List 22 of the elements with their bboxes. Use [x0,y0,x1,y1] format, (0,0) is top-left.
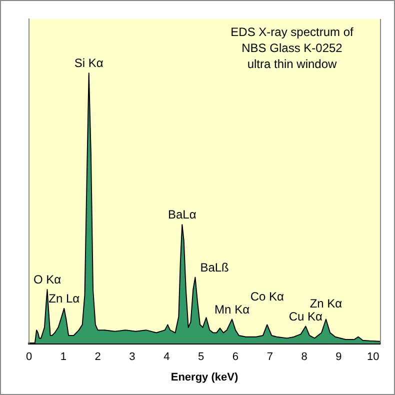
x-tick-label: 3 [129,351,136,364]
annotation: BaLα [168,208,196,222]
x-tick-label: 10 [366,351,380,364]
x-tick-label: 1 [60,351,66,364]
annotation: Zn Kα [310,296,342,310]
annotation: Mn Kα [214,302,250,316]
annotation: BaLß [200,260,229,274]
x-tick-label: 9 [336,351,342,364]
annotation: Co Kα [250,290,284,304]
x-tick-label: 8 [301,351,308,364]
x-axis-title: Energy (keV) [170,371,238,384]
x-tick-label: 2 [94,351,101,364]
annotation: O Kα [33,272,62,286]
annotation: Si Kα [74,56,104,70]
annotation: Zn Lα [48,291,80,306]
x-tick-label: 4 [164,351,170,364]
chart-title: EDS X-ray spectrum of NBS Glass K-0252 ultra thin window [230,25,354,71]
x-tick-label: 7 [266,351,273,364]
x-tick-label: 5 [198,351,204,364]
x-tick-label: 6 [232,351,239,364]
x-tick-label: 0 [26,351,32,364]
annotation: Cu Kα [288,309,323,324]
